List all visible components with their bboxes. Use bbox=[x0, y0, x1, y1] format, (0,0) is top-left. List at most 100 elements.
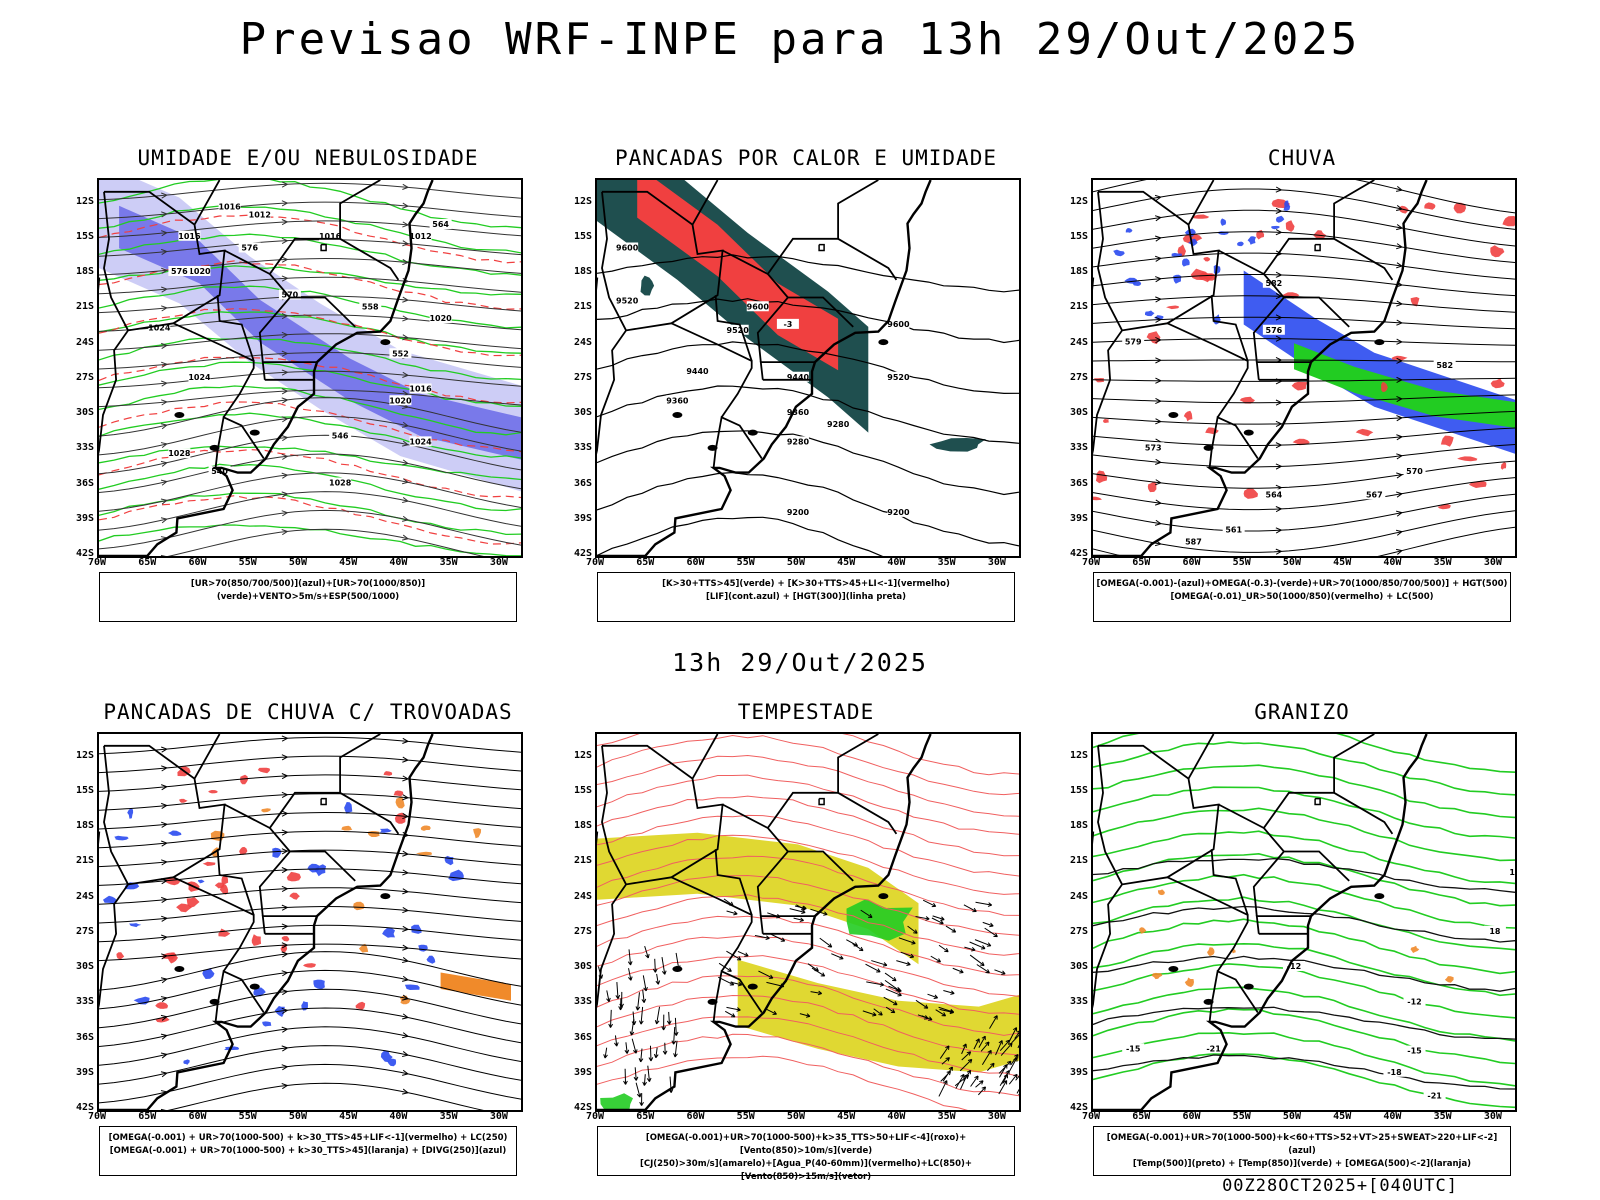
contour-label: 9280 bbox=[827, 420, 850, 429]
contour-label: 564 bbox=[432, 220, 449, 229]
lon-tick-label: 50W bbox=[288, 1111, 307, 1122]
lon-tick-label: 30W bbox=[489, 557, 508, 568]
contour-label: 570 bbox=[1406, 467, 1423, 476]
lon-tick-label: 45W bbox=[1333, 1111, 1352, 1122]
contour-label: 552 bbox=[392, 349, 409, 358]
lake-mark bbox=[672, 966, 683, 972]
country-border bbox=[1093, 876, 1168, 1009]
lat-tick-label: 24S bbox=[573, 336, 592, 348]
country-border bbox=[691, 180, 719, 226]
lake-mark bbox=[174, 966, 185, 972]
lat-tick-label: 27S bbox=[573, 371, 592, 383]
contour-label: 1028 bbox=[329, 479, 352, 488]
contour-label: 546 bbox=[332, 432, 349, 441]
field-layer bbox=[597, 734, 1019, 1110]
contour-label: 9600 bbox=[616, 244, 639, 253]
lat-tick-label: 24S bbox=[75, 336, 94, 348]
federal-district bbox=[818, 243, 825, 252]
lake-mark bbox=[1243, 429, 1254, 436]
country-border bbox=[1187, 734, 1215, 780]
country-border bbox=[104, 744, 255, 972]
lat-tick-label: 21S bbox=[573, 855, 592, 867]
lon-tick-label: 70W bbox=[87, 557, 107, 568]
coastline bbox=[99, 734, 434, 1110]
contour-label: 9440 bbox=[686, 367, 709, 376]
lon-tick-label: 30W bbox=[1483, 1111, 1502, 1122]
contour-label: 1028 bbox=[168, 449, 191, 458]
contour-label: 567 bbox=[1366, 490, 1383, 499]
lon-tick-label: 50W bbox=[288, 557, 307, 568]
legend-line: [OMEGA(-0.001)+UR>70(1000-500)+k<60+TTS>… bbox=[1106, 1133, 1498, 1156]
country-border bbox=[268, 734, 381, 853]
lon-tick-label: 55W bbox=[736, 557, 755, 568]
contour-label: 1020 bbox=[389, 396, 412, 405]
lat-tick-label: 21S bbox=[75, 855, 94, 867]
lat-tick-label: 15S bbox=[75, 230, 94, 242]
lat-tick-label: 24S bbox=[75, 890, 94, 902]
federal-district bbox=[1314, 797, 1321, 806]
lat-tick-label: 30S bbox=[573, 407, 592, 418]
country-border bbox=[691, 734, 719, 780]
field-layer: 1016 1012 1012 1016 1016 1020 1024 1020 1024 1024… bbox=[99, 180, 521, 556]
lon-tick-label: 30W bbox=[1483, 557, 1502, 568]
mid-title: 13h 29/Out/2025 bbox=[672, 648, 928, 677]
country-border bbox=[104, 190, 255, 418]
lat-tick-label: 12S bbox=[75, 195, 94, 207]
coastline-layer bbox=[99, 734, 434, 1110]
country-border bbox=[261, 915, 317, 934]
panel-legend: [UR>70(850/700/500)](azul)+[UR>70(1000/8… bbox=[99, 572, 517, 622]
lon-tick-label: 70W bbox=[585, 1111, 605, 1122]
country-border bbox=[766, 180, 879, 299]
lat-tick-label: 33S bbox=[1069, 442, 1088, 454]
country-border bbox=[1098, 190, 1249, 418]
run-info-footer: 00Z28OCT2025+[040UTC] bbox=[1222, 1176, 1458, 1196]
lon-tick-label: 50W bbox=[786, 1111, 805, 1122]
contour-label: 558 bbox=[362, 302, 379, 311]
contour-label: 1020 bbox=[429, 314, 452, 323]
contour-label: 1016 bbox=[178, 232, 201, 241]
lake-mark bbox=[707, 444, 718, 451]
contour-label: 1020 bbox=[188, 267, 211, 276]
lat-tick-label: 39S bbox=[573, 512, 592, 524]
lake-mark bbox=[747, 983, 758, 990]
lat-tick-label: 18S bbox=[573, 266, 592, 277]
federal-district bbox=[320, 243, 327, 252]
country-border bbox=[1218, 803, 1265, 829]
lon-tick-label: 55W bbox=[1232, 557, 1251, 568]
contour-label: -15 bbox=[1407, 1047, 1422, 1056]
panel-legend: [OMEGA(-0.001)+UR>70(1000-500)+k>35_TTS>… bbox=[597, 1126, 1015, 1182]
lake-mark bbox=[1374, 893, 1385, 900]
lon-tick-label: 45W bbox=[1333, 557, 1352, 568]
lat-tick-label: 42S bbox=[573, 1102, 592, 1113]
contour-label: 18 bbox=[1489, 927, 1501, 936]
coastline-layer bbox=[597, 734, 932, 1110]
lat-tick-label: 24S bbox=[1069, 336, 1088, 348]
country-border bbox=[224, 803, 271, 829]
country-border bbox=[1097, 191, 1123, 331]
country-border bbox=[339, 792, 400, 835]
lat-tick-label: 18S bbox=[75, 820, 94, 831]
lake-mark bbox=[1243, 983, 1254, 990]
contour-label: 576 bbox=[1266, 326, 1283, 335]
contour-label: 573 bbox=[1145, 443, 1162, 452]
country-border bbox=[1210, 295, 1249, 362]
contour-label: 576 bbox=[241, 244, 258, 253]
map-svg bbox=[99, 734, 521, 1110]
lat-tick-label: 30S bbox=[1069, 407, 1088, 418]
map-panel bbox=[595, 732, 1021, 1112]
lat-tick-label: 12S bbox=[75, 749, 94, 761]
legend-line: [OMEGA(-0.001) + UR>70(1000-500) + k>30_… bbox=[109, 1146, 507, 1156]
country-border bbox=[224, 249, 271, 275]
lat-tick-label: 21S bbox=[1069, 301, 1088, 313]
contour-label: 9440 bbox=[787, 373, 810, 382]
contour-label: -21 bbox=[1427, 1091, 1442, 1100]
coastline bbox=[99, 180, 434, 556]
lake-mark bbox=[380, 893, 391, 900]
lake-mark bbox=[249, 983, 260, 990]
lat-tick-label: 27S bbox=[1069, 925, 1088, 937]
country-border bbox=[756, 850, 854, 917]
map-svg: 9600 9520 9440 9360 9280 9200 9200 9600 9520 9440… bbox=[597, 180, 1019, 556]
contour-label: 576 bbox=[171, 267, 188, 276]
lat-tick-label: 27S bbox=[75, 925, 94, 937]
lat-tick-label: 36S bbox=[75, 1031, 94, 1043]
